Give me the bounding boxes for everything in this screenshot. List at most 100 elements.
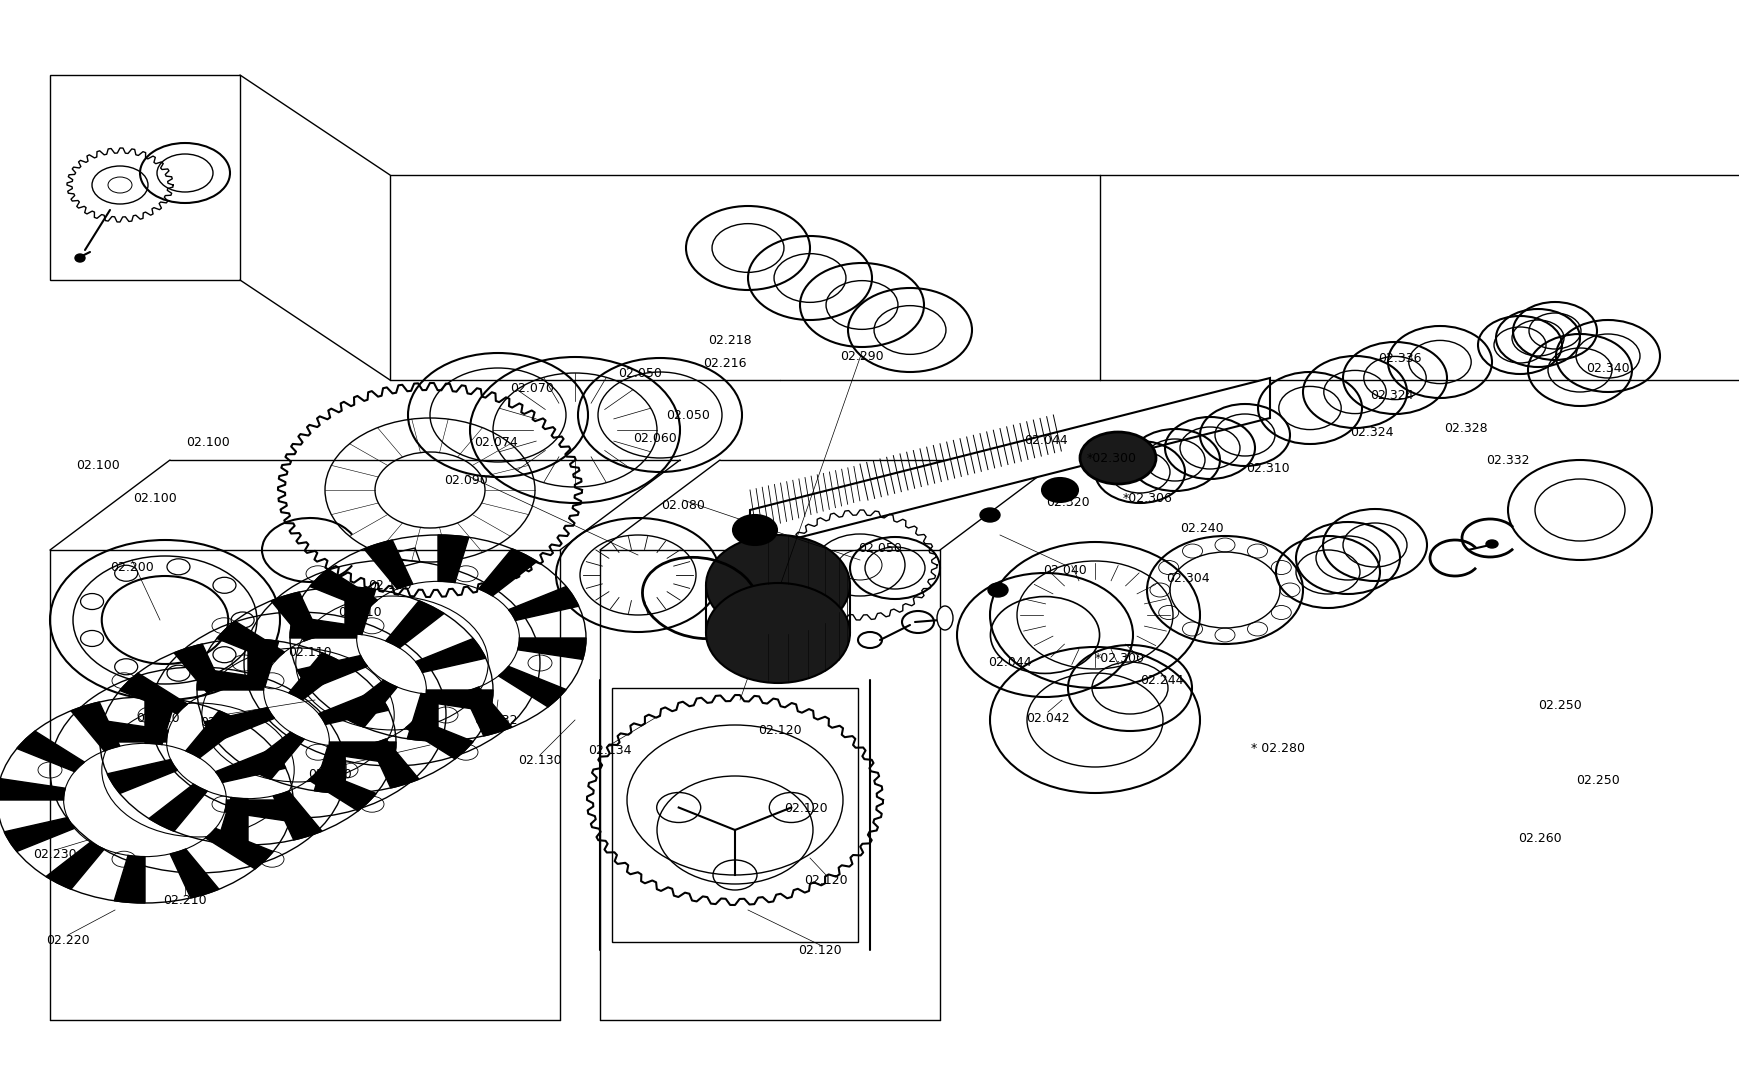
Text: 02.220: 02.220 <box>47 933 90 947</box>
Polygon shape <box>478 549 537 596</box>
Polygon shape <box>217 797 249 845</box>
Polygon shape <box>273 791 322 840</box>
Text: 02.324: 02.324 <box>1370 388 1412 401</box>
Text: 02.310: 02.310 <box>1245 461 1289 474</box>
Polygon shape <box>424 690 492 712</box>
Polygon shape <box>339 681 396 728</box>
Text: 02.120: 02.120 <box>803 873 847 887</box>
Text: 02.250: 02.250 <box>1537 699 1581 712</box>
Polygon shape <box>45 842 104 889</box>
Polygon shape <box>217 621 285 661</box>
Ellipse shape <box>706 583 850 683</box>
Polygon shape <box>71 702 120 751</box>
Text: 02.050: 02.050 <box>857 541 901 554</box>
Polygon shape <box>0 779 66 800</box>
Polygon shape <box>203 707 275 742</box>
Text: 02.050: 02.050 <box>666 409 710 422</box>
Text: 02.110: 02.110 <box>136 712 179 724</box>
Text: 02.336: 02.336 <box>1377 352 1421 365</box>
Polygon shape <box>290 616 358 638</box>
Text: 02.060: 02.060 <box>633 431 676 444</box>
Polygon shape <box>308 770 376 811</box>
Polygon shape <box>750 378 1269 550</box>
Polygon shape <box>271 592 320 641</box>
Text: 02.100: 02.100 <box>77 459 120 472</box>
Ellipse shape <box>732 515 777 545</box>
Ellipse shape <box>937 606 953 630</box>
Polygon shape <box>245 732 304 779</box>
Polygon shape <box>297 656 367 689</box>
Text: 02.200: 02.200 <box>110 561 153 574</box>
Polygon shape <box>416 639 485 672</box>
Text: 02.044: 02.044 <box>1024 433 1068 446</box>
Text: 02.074: 02.074 <box>473 435 518 448</box>
Polygon shape <box>108 760 177 794</box>
Text: 02.120: 02.120 <box>758 723 802 736</box>
Text: 02.120: 02.120 <box>784 801 828 814</box>
Ellipse shape <box>988 583 1007 597</box>
Text: 02.110: 02.110 <box>289 645 332 658</box>
Text: 02.320: 02.320 <box>1045 495 1089 508</box>
Text: * 02.280: * 02.280 <box>1250 742 1304 754</box>
Text: 02.332: 02.332 <box>1485 454 1529 467</box>
Polygon shape <box>99 720 169 742</box>
Polygon shape <box>370 739 419 788</box>
Text: 02.100: 02.100 <box>134 491 177 504</box>
Text: 02.110: 02.110 <box>337 606 381 618</box>
Polygon shape <box>315 746 344 793</box>
Ellipse shape <box>706 535 850 635</box>
Text: 02.042: 02.042 <box>1026 712 1069 724</box>
Polygon shape <box>463 687 511 736</box>
Polygon shape <box>516 638 586 659</box>
Text: 02.080: 02.080 <box>661 499 704 511</box>
Text: 02.120: 02.120 <box>798 944 842 957</box>
Polygon shape <box>327 742 396 763</box>
Polygon shape <box>405 718 473 759</box>
Text: 02.244: 02.244 <box>1139 673 1183 687</box>
Text: 02.290: 02.290 <box>840 350 883 363</box>
Text: 02.040: 02.040 <box>1042 564 1087 577</box>
Text: 02.240: 02.240 <box>1179 521 1223 535</box>
Polygon shape <box>407 693 438 742</box>
Polygon shape <box>150 784 207 831</box>
Ellipse shape <box>1042 478 1078 502</box>
Polygon shape <box>3 817 75 852</box>
Text: *02.300: *02.300 <box>1087 452 1136 464</box>
Text: 02.260: 02.260 <box>1518 831 1562 844</box>
Polygon shape <box>174 644 223 693</box>
Text: 02.340: 02.340 <box>1586 362 1629 374</box>
Polygon shape <box>144 697 176 745</box>
Polygon shape <box>224 800 292 822</box>
Polygon shape <box>115 855 144 903</box>
Text: 02.100: 02.100 <box>186 435 230 448</box>
Text: 02.210: 02.210 <box>163 893 207 906</box>
Polygon shape <box>289 653 346 700</box>
Text: *02.300: *02.300 <box>1094 652 1144 664</box>
Ellipse shape <box>75 254 85 262</box>
Text: 02.250: 02.250 <box>1576 774 1619 786</box>
Text: 02.090: 02.090 <box>443 474 487 487</box>
Text: *02.306: *02.306 <box>1122 491 1172 504</box>
Polygon shape <box>170 850 219 898</box>
Text: 02.328: 02.328 <box>1443 422 1487 434</box>
Polygon shape <box>497 667 565 707</box>
Text: 02.324: 02.324 <box>1349 426 1393 439</box>
Text: 02.130: 02.130 <box>518 753 562 766</box>
Polygon shape <box>310 569 377 610</box>
Polygon shape <box>344 587 376 635</box>
Polygon shape <box>249 639 278 687</box>
Ellipse shape <box>1080 432 1155 484</box>
Text: 02.050: 02.050 <box>617 367 661 380</box>
Ellipse shape <box>979 508 1000 522</box>
Text: 02.134: 02.134 <box>588 744 631 756</box>
Text: 02.070: 02.070 <box>510 382 553 395</box>
Ellipse shape <box>1485 540 1497 548</box>
Text: 02.150: 02.150 <box>308 768 351 781</box>
Text: 02.160: 02.160 <box>369 579 412 592</box>
Text: 02.190: 02.190 <box>200 716 243 729</box>
Polygon shape <box>205 828 273 869</box>
Text: 02.304: 02.304 <box>1165 571 1209 584</box>
Polygon shape <box>120 673 188 714</box>
Polygon shape <box>363 540 412 589</box>
Polygon shape <box>216 749 285 782</box>
